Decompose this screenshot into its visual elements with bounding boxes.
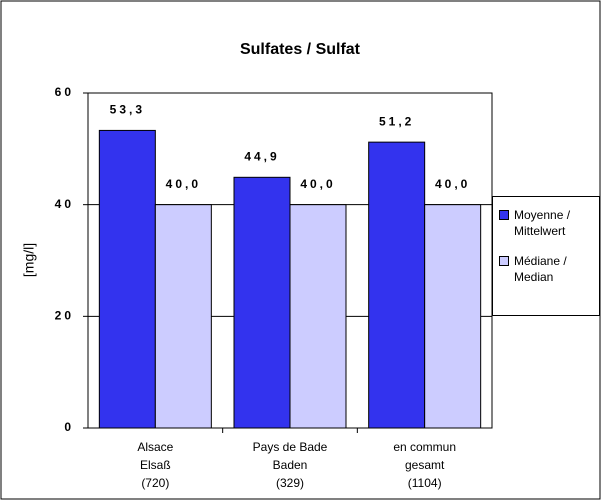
bar bbox=[368, 141, 426, 429]
value-label: 51,2 bbox=[379, 114, 414, 128]
bar bbox=[424, 204, 482, 429]
x-tick-label: Baden bbox=[273, 458, 308, 472]
y-tick-label: 40 bbox=[55, 197, 74, 211]
bar bbox=[98, 129, 156, 429]
value-label: 44,9 bbox=[244, 149, 279, 163]
legend-item: Moyenne / Mittelwert bbox=[499, 207, 599, 239]
x-tick-label: Pays de Bade bbox=[253, 440, 328, 454]
legend-label: Médiane / Median bbox=[514, 254, 567, 284]
x-tick-label: (720) bbox=[141, 476, 169, 490]
legend: Moyenne / Mittelwert Médiane / Median bbox=[492, 196, 600, 316]
legend-swatch bbox=[499, 210, 509, 220]
value-label: 53,3 bbox=[110, 103, 145, 117]
legend-swatch bbox=[499, 256, 509, 266]
value-label: 40,0 bbox=[166, 177, 201, 191]
x-tick-label: Alsace bbox=[137, 440, 173, 454]
y-tick-label: 0 bbox=[64, 420, 74, 434]
y-tick-label: 60 bbox=[55, 85, 74, 99]
x-tick-label: (1104) bbox=[408, 476, 442, 490]
legend-item: Médiane / Median bbox=[499, 253, 599, 285]
x-tick-label: gesamt bbox=[405, 458, 445, 472]
x-tick-label: en commun bbox=[393, 440, 456, 454]
value-label: 40,0 bbox=[300, 177, 335, 191]
y-tick-label: 20 bbox=[55, 309, 74, 323]
chart-title: Sulfates / Sulfat bbox=[240, 41, 361, 58]
x-tick-label: (329) bbox=[276, 476, 304, 490]
legend-label: Moyenne / Mittelwert bbox=[514, 208, 571, 238]
bar bbox=[154, 204, 212, 429]
y-axis-label: [mg/l] bbox=[21, 243, 37, 277]
bar bbox=[233, 176, 291, 429]
value-label: 40,0 bbox=[435, 177, 470, 191]
x-tick-label: Elsaß bbox=[140, 458, 171, 472]
bar bbox=[289, 204, 347, 429]
